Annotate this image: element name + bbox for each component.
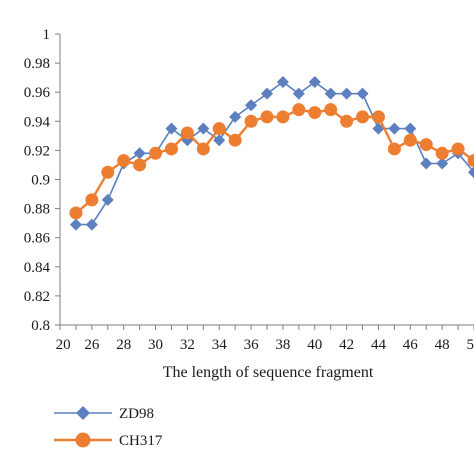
data-point <box>436 157 449 170</box>
x-tick-label: 48 <box>435 337 450 353</box>
data-point <box>165 122 178 135</box>
x-tick-label: 42 <box>339 337 354 353</box>
x-tick-label: 30 <box>148 337 163 353</box>
data-point <box>69 206 83 220</box>
data-point <box>149 146 163 160</box>
legend-label: ZD98 <box>119 406 154 422</box>
series-zd98 <box>69 76 474 231</box>
y-tick-label: 0.88 <box>24 202 50 218</box>
data-point <box>371 110 385 124</box>
data-point <box>403 133 417 147</box>
y-tick-label: 0.86 <box>24 231 51 247</box>
legend: ZD98 CH317 <box>54 406 163 449</box>
data-point <box>340 87 353 100</box>
data-point <box>101 193 114 206</box>
data-point <box>244 114 258 128</box>
data-point <box>468 166 474 179</box>
data-point <box>229 110 242 123</box>
y-tick-label: 0.98 <box>24 56 50 72</box>
data-point <box>340 114 354 128</box>
y-tick-label: 0.92 <box>24 143 50 159</box>
x-tick-label: 26 <box>84 337 100 353</box>
x-tick-label: 40 <box>307 337 322 353</box>
data-point <box>85 193 99 207</box>
x-tick-label: 44 <box>371 337 387 353</box>
y-tick-label: 0.94 <box>24 114 51 130</box>
y-tick-label: 0.82 <box>24 289 50 305</box>
x-axis-title: The length of sequence fragment <box>163 364 374 381</box>
data-point <box>435 146 449 160</box>
y-tick-label: 1 <box>43 27 51 43</box>
legend-marker <box>75 432 91 448</box>
data-point <box>212 122 226 136</box>
data-point <box>245 99 258 112</box>
x-tick-label: 46 <box>403 337 419 353</box>
data-point <box>419 138 433 152</box>
data-point <box>228 133 242 147</box>
legend-label: CH317 <box>119 433 163 449</box>
x-tick-label: 50 <box>467 337 474 353</box>
data-point <box>261 87 273 100</box>
data-point <box>133 147 146 160</box>
data-point <box>276 76 289 89</box>
data-point <box>324 87 337 100</box>
legend-item: CH317 <box>54 432 163 449</box>
data-point <box>117 154 131 168</box>
data-point <box>101 165 115 179</box>
data-point <box>260 110 274 124</box>
data-point <box>467 154 474 168</box>
x-tick-label: 36 <box>244 337 260 353</box>
legend-item: ZD98 <box>54 406 154 422</box>
data-point <box>308 106 322 120</box>
data-point <box>180 126 194 140</box>
data-point <box>276 110 290 124</box>
data-point <box>164 142 178 156</box>
data-point <box>387 142 401 156</box>
x-axis-ticks: 20 26 28 30 32 34 36 38 40 42 44 46 48 50 <box>56 325 474 353</box>
data-point <box>69 218 82 231</box>
data-point <box>420 157 433 170</box>
y-tick-label: 0.8 <box>31 318 50 334</box>
x-tick-label: 38 <box>275 337 290 353</box>
data-point <box>213 134 226 147</box>
data-point <box>292 87 305 100</box>
data-point <box>356 87 369 100</box>
x-tick-label: 34 <box>212 337 228 353</box>
x-tick-label: 20 <box>56 337 71 353</box>
y-axis-ticks: 0.8 0.82 0.84 0.86 0.88 0.9 0.92 0.94 0.96 0.98 1 <box>24 27 60 334</box>
data-point <box>356 110 370 124</box>
series-ch317 <box>69 103 474 220</box>
data-point <box>85 218 98 231</box>
legend-marker <box>76 406 90 420</box>
x-tick-label: 32 <box>180 337 195 353</box>
data-point <box>451 142 465 156</box>
data-point <box>308 76 321 89</box>
y-tick-label: 0.96 <box>24 85 51 101</box>
data-point <box>324 103 338 117</box>
x-tick-label: 28 <box>116 337 131 353</box>
data-point <box>372 122 385 135</box>
series-layer <box>69 76 474 231</box>
data-point <box>404 122 417 135</box>
y-tick-label: 0.84 <box>24 260 51 276</box>
data-point <box>197 122 210 135</box>
data-point <box>292 103 306 117</box>
data-point <box>196 142 210 156</box>
data-point <box>388 122 401 135</box>
data-point <box>133 158 147 172</box>
y-tick-label: 0.9 <box>31 173 50 189</box>
